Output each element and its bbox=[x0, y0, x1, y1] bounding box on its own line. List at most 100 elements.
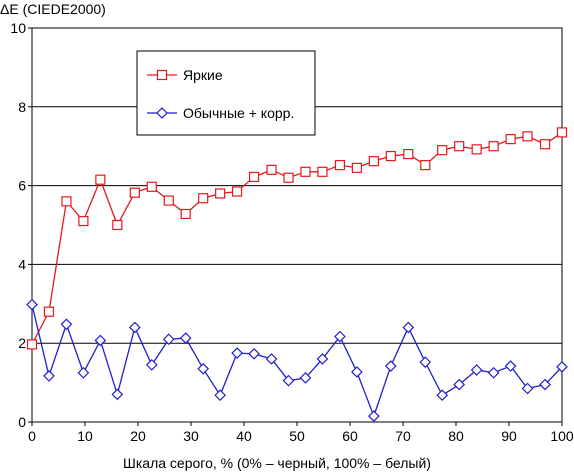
data-point bbox=[317, 166, 328, 177]
data-point bbox=[453, 378, 466, 391]
legend-item: Яркие bbox=[147, 67, 223, 83]
x-tick-label: 100 bbox=[550, 428, 574, 444]
data-point bbox=[146, 181, 157, 192]
data-point bbox=[232, 186, 243, 197]
x-tick-label: 10 bbox=[77, 428, 93, 444]
data-point bbox=[403, 148, 414, 160]
data-point bbox=[316, 353, 329, 365]
data-point bbox=[95, 174, 106, 185]
y-tick-label: 2 bbox=[18, 335, 26, 351]
legend-item: Обычные + корр. bbox=[147, 105, 294, 121]
series-2 bbox=[26, 298, 568, 422]
data-point bbox=[60, 318, 73, 331]
data-point bbox=[436, 389, 449, 402]
data-point bbox=[402, 321, 415, 334]
data-point bbox=[77, 366, 90, 379]
data-point bbox=[454, 141, 465, 152]
data-point bbox=[43, 306, 55, 317]
data-point bbox=[26, 339, 38, 350]
data-point bbox=[521, 382, 534, 395]
y-axis: 0 2 4 6 8 10 bbox=[10, 20, 32, 430]
y-tick-label: 8 bbox=[18, 99, 26, 115]
data-point bbox=[163, 195, 174, 206]
y-tick-label: 6 bbox=[18, 178, 26, 194]
data-point bbox=[419, 356, 432, 368]
x-tick-label: 90 bbox=[501, 428, 517, 444]
data-point bbox=[61, 196, 72, 207]
x-axis: 0 10 20 30 40 50 60 70 80 90 100 bbox=[28, 422, 574, 444]
gridlines bbox=[32, 106, 562, 344]
data-point bbox=[26, 298, 38, 311]
data-point bbox=[556, 127, 568, 138]
data-point bbox=[505, 134, 516, 145]
data-point bbox=[334, 330, 346, 343]
data-point bbox=[504, 360, 517, 372]
x-tick-label: 30 bbox=[183, 428, 199, 444]
x-tick-label: 60 bbox=[342, 428, 358, 444]
data-point bbox=[471, 144, 482, 155]
data-point bbox=[488, 141, 499, 152]
data-point bbox=[487, 366, 500, 379]
legend-marker bbox=[156, 107, 168, 119]
x-tick-label: 0 bbox=[28, 428, 36, 444]
data-point bbox=[248, 347, 260, 360]
data-point bbox=[180, 208, 191, 220]
data-point bbox=[282, 374, 295, 387]
data-point bbox=[112, 219, 123, 231]
data-point bbox=[470, 364, 483, 376]
data-point bbox=[420, 160, 431, 171]
data-point bbox=[197, 362, 210, 375]
legend-label: Яркие bbox=[183, 67, 223, 83]
data-point bbox=[198, 193, 209, 204]
data-point bbox=[522, 131, 533, 142]
series-line bbox=[31, 304, 563, 419]
data-point bbox=[94, 334, 107, 347]
data-point bbox=[300, 166, 311, 177]
data-point bbox=[265, 353, 278, 365]
data-point bbox=[368, 156, 379, 167]
data-point bbox=[385, 150, 396, 162]
x-tick-label: 70 bbox=[395, 428, 411, 444]
data-point bbox=[283, 172, 294, 183]
x-tick-label: 80 bbox=[448, 428, 464, 444]
data-point bbox=[437, 145, 448, 156]
data-point bbox=[162, 333, 175, 346]
data-point bbox=[78, 215, 89, 227]
data-point bbox=[231, 347, 243, 359]
series-layer bbox=[26, 127, 568, 422]
x-tick-label: 20 bbox=[130, 428, 146, 444]
legend-label: Обычные + корр. bbox=[183, 105, 294, 121]
data-point bbox=[214, 389, 226, 402]
data-point bbox=[368, 410, 380, 422]
data-point bbox=[266, 164, 277, 175]
data-point bbox=[351, 162, 362, 173]
data-point bbox=[384, 360, 397, 372]
y-tick-label: 10 bbox=[10, 20, 26, 36]
data-point bbox=[248, 171, 260, 183]
series-line bbox=[31, 131, 563, 345]
data-point bbox=[539, 378, 551, 391]
series-1 bbox=[26, 127, 568, 350]
legend-box bbox=[136, 50, 316, 136]
data-point bbox=[351, 366, 363, 378]
data-point bbox=[43, 370, 55, 382]
x-tick-label: 40 bbox=[236, 428, 252, 444]
data-point bbox=[539, 139, 551, 150]
legend-marker bbox=[156, 69, 168, 81]
x-tick-label: 50 bbox=[289, 428, 305, 444]
data-point bbox=[145, 359, 158, 371]
y-tick-label: 0 bbox=[18, 414, 26, 430]
data-point bbox=[129, 187, 140, 198]
data-point bbox=[215, 188, 226, 199]
data-point bbox=[334, 160, 346, 171]
chart-title: ΔE (CIEDE2000) bbox=[0, 1, 106, 17]
data-point bbox=[299, 372, 312, 384]
y-tick-label: 4 bbox=[18, 256, 26, 272]
data-point bbox=[111, 388, 124, 401]
legend: Яркие Обычные + корр. bbox=[136, 50, 316, 136]
data-point bbox=[128, 321, 141, 334]
data-point bbox=[556, 360, 568, 373]
x-axis-label: Шкала серого, % (0% – черный, 100% – бел… bbox=[123, 455, 431, 471]
data-point bbox=[179, 332, 192, 344]
